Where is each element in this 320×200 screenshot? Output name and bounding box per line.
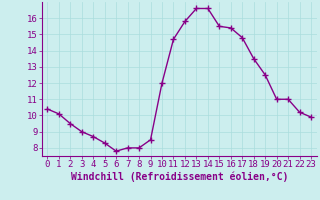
- X-axis label: Windchill (Refroidissement éolien,°C): Windchill (Refroidissement éolien,°C): [70, 172, 288, 182]
